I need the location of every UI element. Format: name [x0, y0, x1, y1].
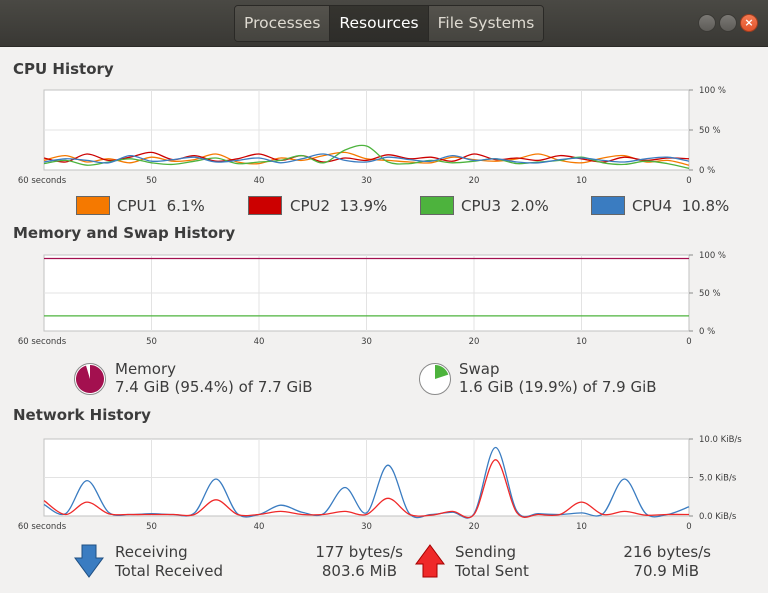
- series-line-receiving: [43, 446, 690, 519]
- series-line-cpu1: [43, 151, 690, 166]
- cpu1-swatch[interactable]: [76, 196, 110, 215]
- y-tick-label: 50 %: [699, 289, 721, 299]
- cpu2-swatch[interactable]: [248, 196, 282, 215]
- cpu3-legend-label: CPU3 2.0%: [461, 197, 549, 215]
- y-tick-label: 0.0 KiB/s: [699, 512, 737, 522]
- x-tick-label: 50: [146, 176, 157, 186]
- cpu2-legend-label: CPU2 13.9%: [290, 197, 388, 215]
- y-tick-label: 100 %: [699, 251, 726, 261]
- y-tick-label: 50 %: [699, 126, 721, 136]
- network-history-graph: 10.0 KiB/s 5.0 KiB/s 0.0 KiB/s 60 seconds 50…: [18, 435, 742, 532]
- x-tick-label: 40: [254, 522, 265, 532]
- cpu-history-title: CPU History: [13, 60, 114, 78]
- sending-arrow-icon[interactable]: [415, 544, 445, 578]
- y-tick-label: 5.0 KiB/s: [699, 474, 737, 484]
- x-tick-label: 20: [469, 176, 480, 186]
- x-tick-label: 60 seconds: [18, 176, 67, 186]
- y-tick-label: 100 %: [699, 86, 726, 96]
- total-received-value: 803.6 MiB: [321, 562, 397, 580]
- x-tick-label: 0: [686, 522, 691, 532]
- tab-file-systems[interactable]: File Systems: [428, 6, 544, 41]
- x-tick-label: 0: [686, 337, 691, 347]
- memory-label: Memory: [115, 360, 177, 378]
- memory-detail: 7.4 GiB (95.4%) of 7.7 GiB: [115, 378, 313, 396]
- memory-history-title: Memory and Swap History: [13, 224, 236, 242]
- total-sent-label: Total Sent: [455, 562, 529, 580]
- network-history-title: Network History: [13, 406, 151, 424]
- total-received-label: Total Received: [115, 562, 224, 580]
- close-icon[interactable]: ×: [740, 14, 758, 32]
- receiving-arrow-icon[interactable]: [74, 544, 104, 578]
- cpu-history-graph: 100 % 50 % 0 % 60 seconds 50 40 30 20 10 0: [18, 86, 726, 186]
- y-tick-label: 0 %: [699, 327, 715, 337]
- x-tick-label: 40: [254, 176, 265, 186]
- minimize-icon[interactable]: [698, 14, 716, 32]
- x-tick-label: 0: [686, 176, 691, 186]
- memory-pie-icon[interactable]: [73, 362, 107, 396]
- receiving-label: Receiving: [115, 543, 188, 561]
- series-line-sending: [43, 459, 690, 519]
- cpu4-legend-label: CPU4 10.8%: [632, 197, 730, 215]
- series-line-cpu3: [43, 144, 690, 170]
- swap-label: Swap: [459, 360, 500, 378]
- x-tick-label: 30: [361, 337, 372, 347]
- x-tick-label: 20: [469, 337, 480, 347]
- x-tick-label: 30: [361, 522, 372, 532]
- receiving-rate: 177 bytes/s: [315, 543, 403, 561]
- cpu1-legend-label: CPU1 6.1%: [117, 197, 205, 215]
- x-tick-label: 60 seconds: [18, 337, 67, 347]
- swap-detail: 1.6 GiB (19.9%) of 7.9 GiB: [459, 378, 657, 396]
- series-line-cpu2: [43, 151, 690, 163]
- x-tick-label: 60 seconds: [18, 522, 67, 532]
- x-tick-label: 10: [576, 522, 587, 532]
- y-tick-label: 0 %: [699, 166, 715, 176]
- series-line-cpu4: [43, 153, 690, 164]
- cpu4-swatch[interactable]: [591, 196, 625, 215]
- sending-rate: 216 bytes/s: [623, 543, 711, 561]
- tab-switcher: Processes Resources File Systems: [234, 5, 545, 42]
- x-tick-label: 10: [576, 337, 587, 347]
- total-sent-value: 70.9 MiB: [633, 562, 699, 580]
- x-tick-label: 30: [361, 176, 372, 186]
- maximize-icon[interactable]: [719, 14, 737, 32]
- swap-pie-slice: [435, 365, 449, 379]
- x-tick-label: 20: [469, 522, 480, 532]
- tab-resources[interactable]: Resources: [330, 6, 429, 41]
- x-tick-label: 50: [146, 337, 157, 347]
- x-tick-label: 40: [254, 337, 265, 347]
- x-tick-label: 50: [146, 522, 157, 532]
- y-tick-label: 10.0 KiB/s: [699, 435, 742, 445]
- header-bar: Processes Resources File Systems ×: [0, 0, 768, 47]
- memory-pie-slice: [75, 365, 104, 393]
- memory-history-graph: 100 % 50 % 0 % 60 seconds 50 40 30 20 10 0: [18, 251, 726, 347]
- cpu3-swatch[interactable]: [420, 196, 454, 215]
- x-tick-label: 10: [576, 176, 587, 186]
- sending-label: Sending: [455, 543, 516, 561]
- swap-pie-icon[interactable]: [418, 362, 452, 396]
- tab-processes[interactable]: Processes: [235, 6, 331, 41]
